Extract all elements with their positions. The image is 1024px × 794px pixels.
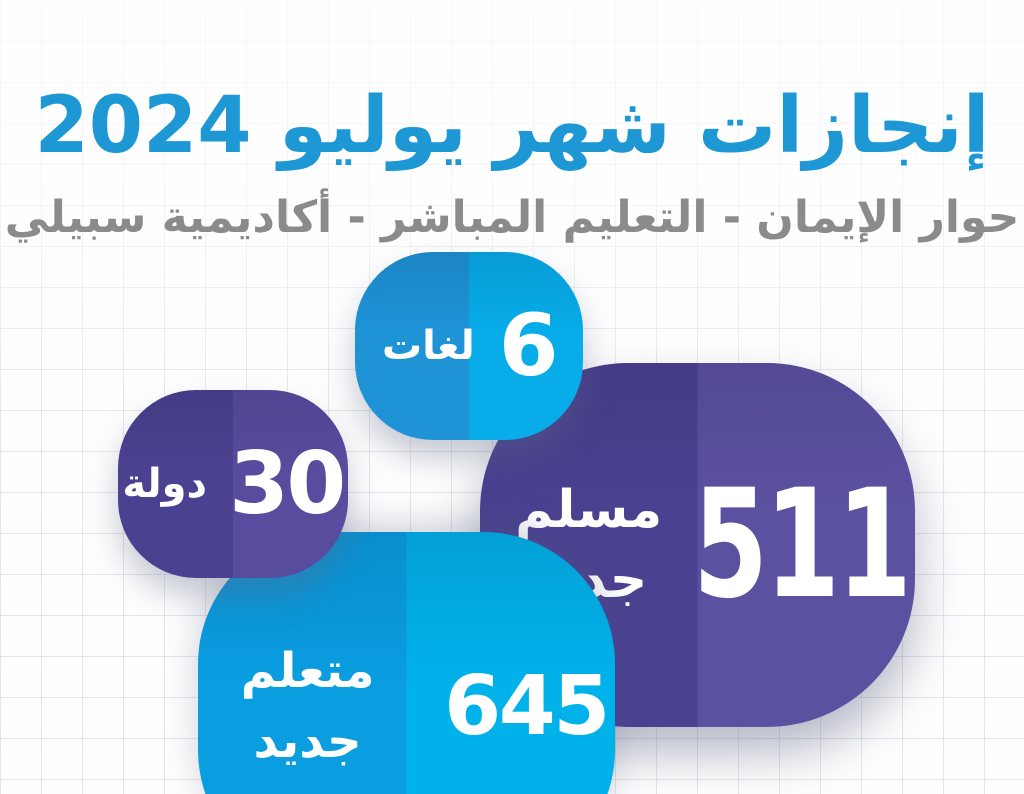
stat-content: متعلم جديد 645 [205,637,611,776]
stat-value-new-learners: 645 [444,659,610,754]
stat-blob-countries: دولة 30 [118,390,348,578]
stat-content: مسلم جديد 511 [480,470,915,620]
stat-value-countries: 30 [229,434,346,534]
stat-value-languages: 6 [498,296,559,396]
page-title: إنجازات شهر يوليو 2024 [34,81,990,172]
stat-value-new-muslims: 511 [693,458,912,632]
stat-content: دولة 30 [122,434,346,534]
stat-content: لغات 6 [381,296,559,396]
stat-label-languages: لغات [381,323,475,369]
stat-label-new-learners: متعلم جديد [240,643,375,769]
page-subtitle: حوار الإيمان - التعليم المباشر - أكاديمي… [4,191,1020,243]
stat-blob-languages: لغات 6 [355,252,583,440]
stat-label-countries: دولة [122,461,208,507]
stat-blob-new-learners: متعلم جديد 645 [198,532,615,794]
